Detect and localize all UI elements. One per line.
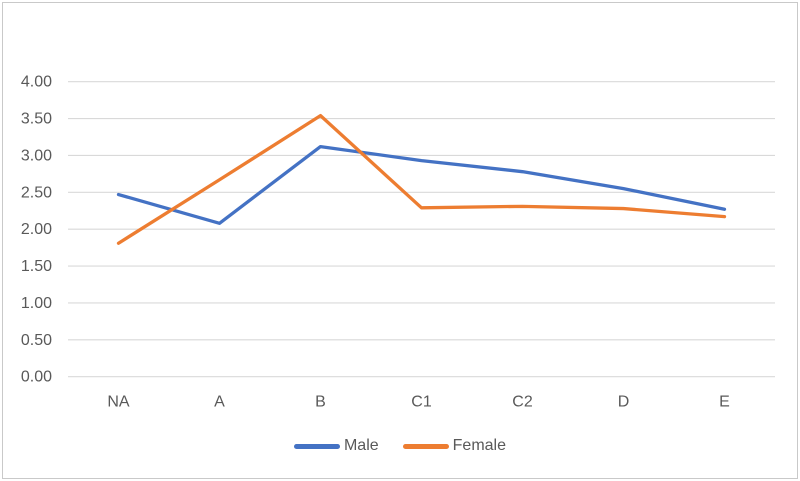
legend-item-female: Female: [402, 437, 507, 454]
chart-legend: Male Female: [0, 438, 800, 454]
x-axis-category-label: NA: [107, 394, 130, 411]
y-axis-tick-label: 1.00: [21, 295, 52, 312]
male-series-line: [116, 144, 727, 225]
y-axis-tick-label: 4.00: [21, 74, 52, 91]
x-axis-category-label: E: [719, 394, 730, 411]
legend-male-label: Male: [343, 437, 379, 454]
legend-item-male: Male: [293, 437, 379, 454]
x-axis-category-label: A: [214, 394, 225, 411]
y-axis-tick-label: 3.50: [21, 111, 52, 128]
x-axis-category-label: C1: [411, 394, 432, 411]
y-axis-tick-label: 1.50: [21, 258, 52, 275]
legend-female-label: Female: [452, 437, 507, 454]
y-axis-tick-label: 3.00: [21, 147, 52, 164]
y-axis-tick-label: 0.50: [21, 332, 52, 349]
x-axis-category-label: C2: [512, 394, 533, 411]
legend-female-swatch: [402, 443, 449, 449]
y-axis-tick-label: 2.50: [21, 184, 52, 201]
x-axis-category-label: D: [618, 394, 630, 411]
y-axis-tick-label: 2.00: [21, 221, 52, 238]
female-series-line: [116, 113, 727, 245]
legend-male-swatch: [293, 443, 340, 449]
y-axis-tick-label: 0.00: [21, 369, 52, 386]
x-axis-category-label: B: [315, 394, 326, 411]
